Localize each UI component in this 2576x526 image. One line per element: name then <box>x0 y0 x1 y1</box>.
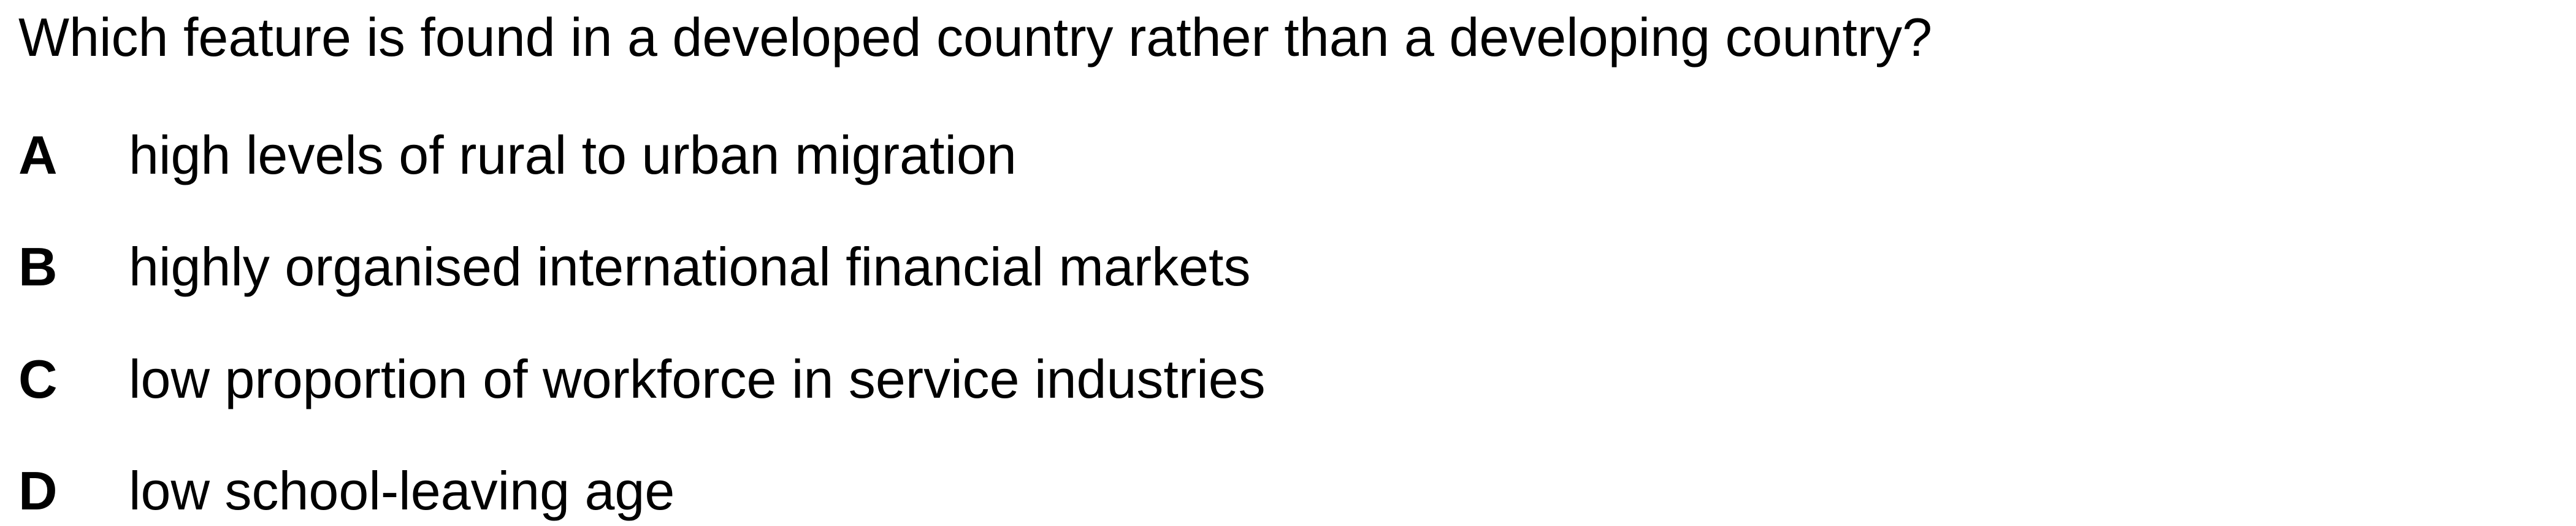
option-text: low school-leaving age <box>129 460 675 521</box>
option-letter: C <box>18 349 58 409</box>
option-text: low proportion of workforce in service i… <box>129 349 1266 409</box>
question-text: Which feature is found in a developed co… <box>18 7 1933 68</box>
option-text: high levels of rural to urban migration <box>129 125 1017 185</box>
option-letter: D <box>18 460 58 521</box>
option-letter: B <box>18 236 58 297</box>
option-text: highly organised international financial… <box>129 236 1251 297</box>
option-letter: A <box>18 125 58 185</box>
